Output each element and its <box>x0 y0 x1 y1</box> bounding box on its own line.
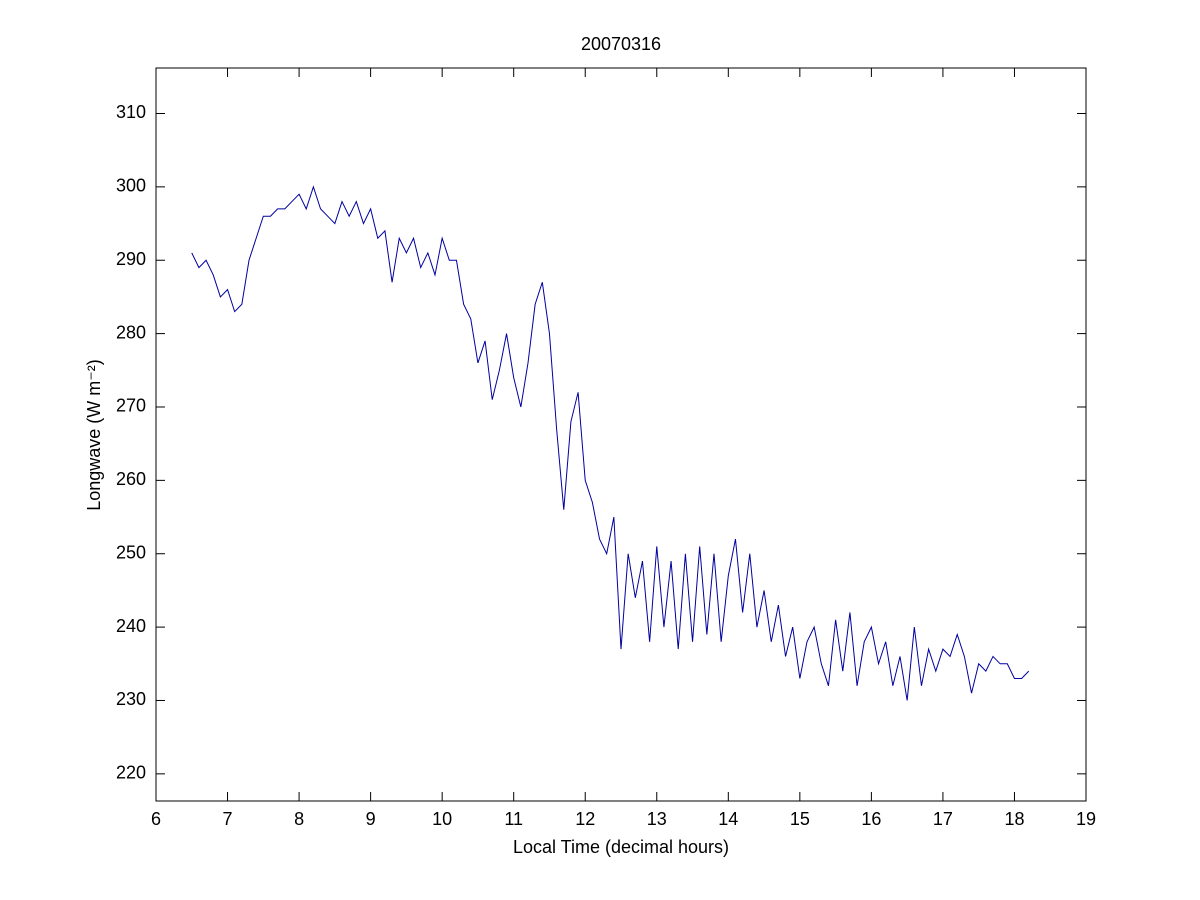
y-axis-label: Longwave (W m⁻²) <box>84 359 104 511</box>
x-tick-label: 15 <box>790 809 810 829</box>
x-tick-label: 16 <box>861 809 881 829</box>
x-tick-label: 11 <box>504 809 523 829</box>
y-tick-label: 270 <box>116 396 146 416</box>
y-tick-label: 300 <box>116 176 146 196</box>
x-tick-label: 9 <box>366 809 376 829</box>
y-tick-label: 230 <box>116 689 146 709</box>
x-tick-label: 13 <box>647 809 667 829</box>
x-axis-label: Local Time (decimal hours) <box>513 837 729 857</box>
x-tick-label: 14 <box>718 809 738 829</box>
y-tick-label: 250 <box>116 542 146 562</box>
x-tick-label: 19 <box>1076 809 1096 829</box>
y-tick-label: 310 <box>116 102 146 122</box>
y-tick-label: 280 <box>116 322 146 342</box>
x-tick-label: 18 <box>1004 809 1024 829</box>
y-tick-label: 220 <box>116 763 146 783</box>
plot-frame <box>155 67 1087 802</box>
chart-title: 20070316 <box>581 34 661 54</box>
y-tick-label: 260 <box>116 469 146 489</box>
y-tick-label: 290 <box>116 249 146 269</box>
data-line <box>191 185 1030 701</box>
x-tick-label: 12 <box>575 809 595 829</box>
x-tick-label: 8 <box>294 809 304 829</box>
x-tick-label: 6 <box>151 809 161 829</box>
x-tick-label: 17 <box>933 809 953 829</box>
y-tick-label: 240 <box>116 616 146 636</box>
x-tick-label: 10 <box>432 809 452 829</box>
x-tick-label: 7 <box>223 809 233 829</box>
